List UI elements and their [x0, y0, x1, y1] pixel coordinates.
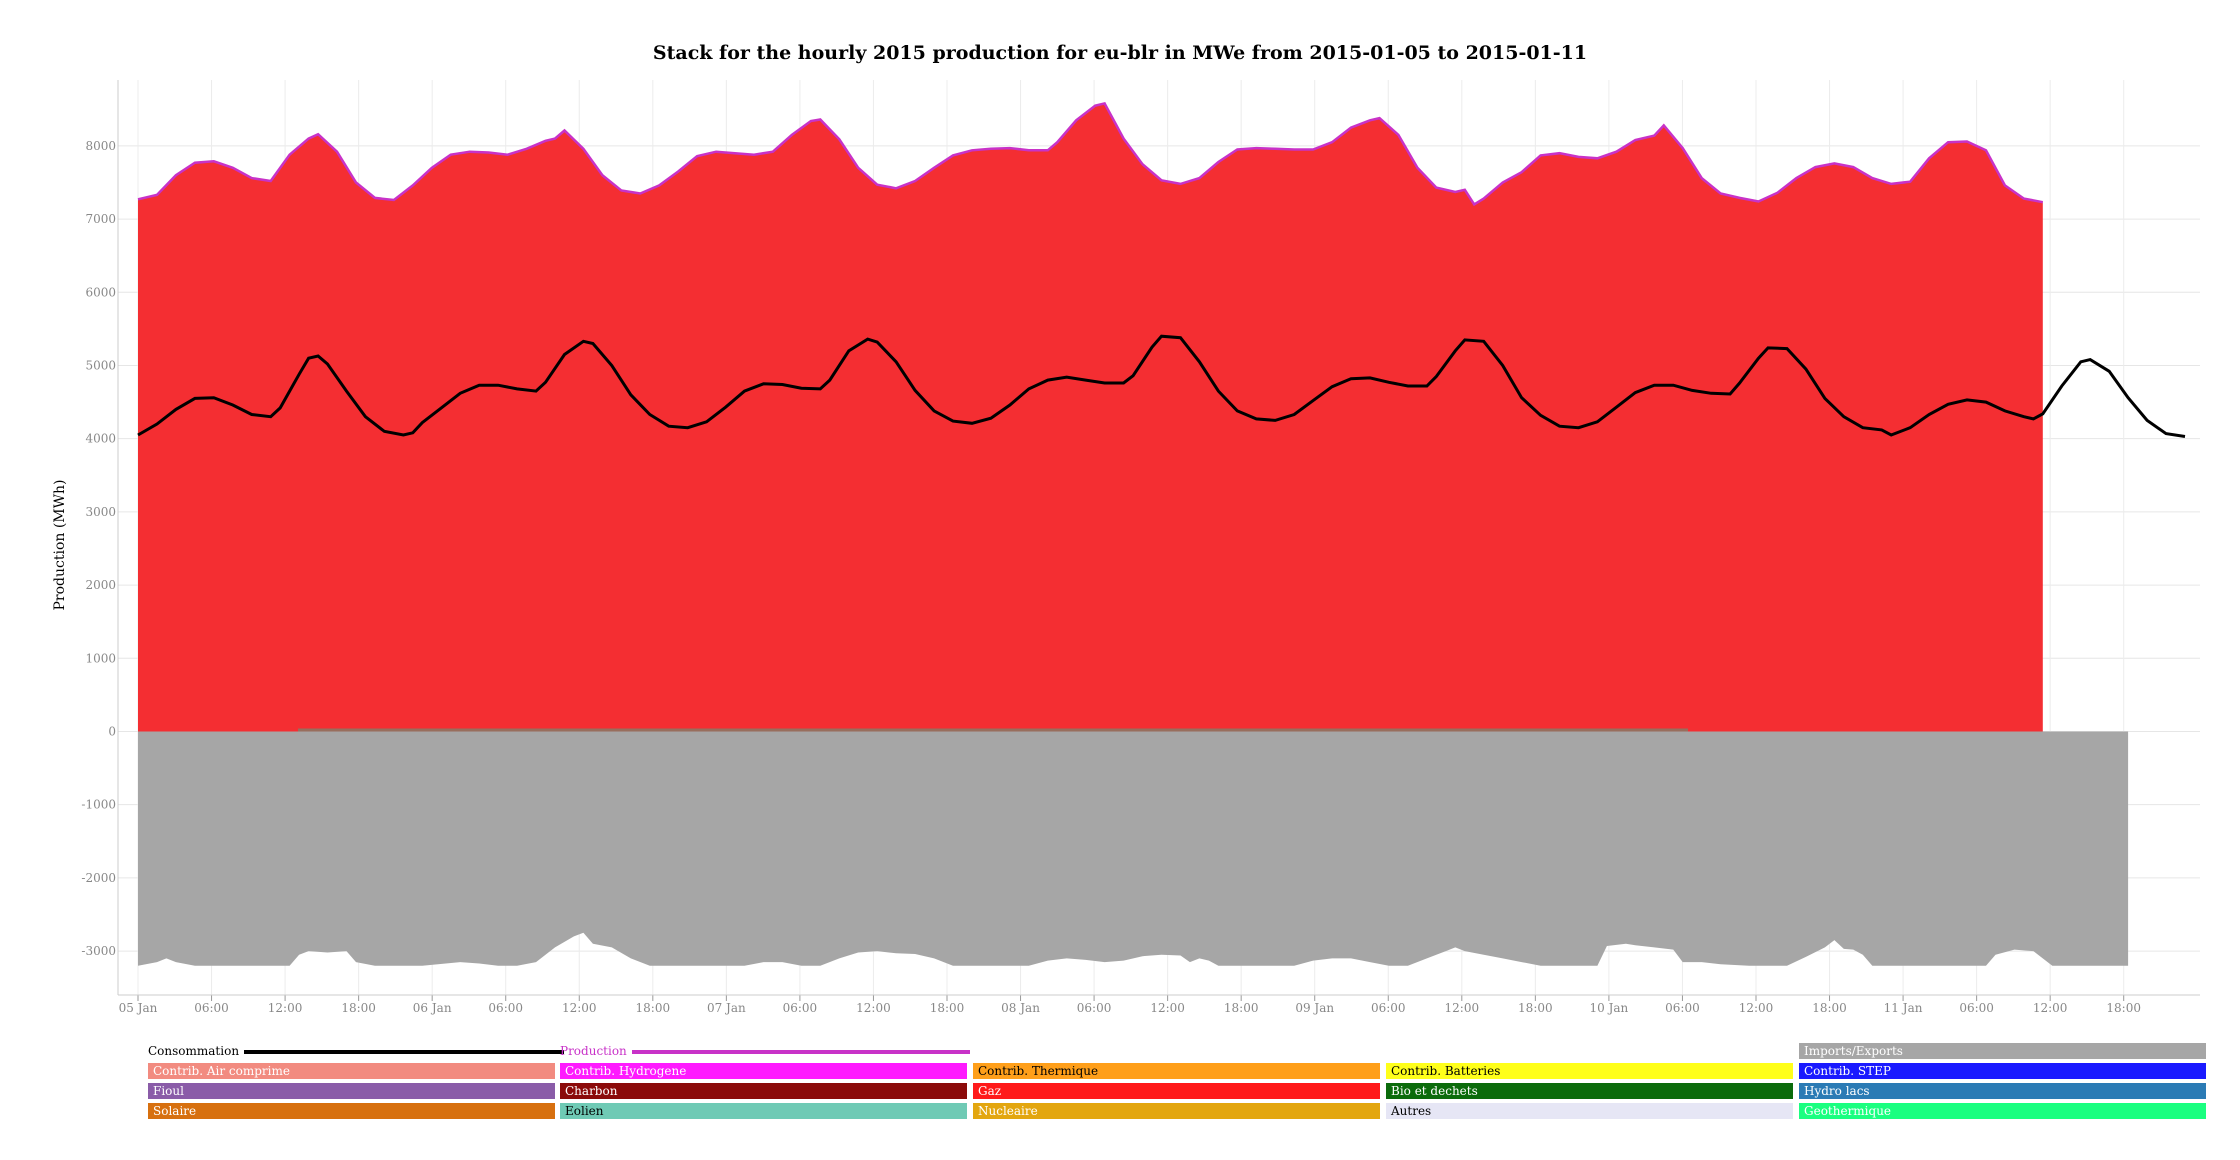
x-tick-label: 12:00	[1445, 1001, 1480, 1015]
x-tick-label: 06:00	[783, 1001, 818, 1015]
x-tick-label: 07 Jan	[707, 1001, 746, 1015]
x-tick-label: 18:00	[2106, 1001, 2141, 1015]
x-tick-label: 18:00	[341, 1001, 376, 1015]
legend-item-fioul[interactable]: Fioul	[148, 1083, 555, 1099]
legend-item-contrib-batteries[interactable]: Contrib. Batteries	[1386, 1063, 1793, 1079]
area-imports-exports	[138, 731, 2129, 966]
legend-item-contrib-air-comprime[interactable]: Contrib. Air comprime	[148, 1063, 555, 1079]
x-tick-label: 18:00	[636, 1001, 671, 1015]
chart-title: Stack for the hourly 2015 production for…	[652, 42, 1588, 64]
y-tick-label: 2000	[85, 578, 116, 592]
x-tick-label: 12:00	[1739, 1001, 1774, 1015]
legend-item-contrib-step[interactable]: Contrib. STEP	[1799, 1063, 2206, 1079]
legend-item-bio-et-dechets[interactable]: Bio et dechets	[1386, 1083, 1793, 1099]
legend-item-nucleaire[interactable]: Nucleaire	[973, 1103, 1380, 1119]
y-tick-label: -1000	[81, 798, 116, 812]
y-tick-label: 8000	[85, 139, 116, 153]
x-tick-label: 10 Jan	[1590, 1001, 1629, 1015]
minor-contributions-strip	[298, 728, 1688, 732]
x-tick-label: 08 Jan	[1001, 1001, 1040, 1015]
x-tick-label: 12:00	[562, 1001, 597, 1015]
legend-item-eolien[interactable]: Eolien	[560, 1103, 967, 1119]
line-consommation	[137, 334, 2186, 438]
x-tick-label: 18:00	[1812, 1001, 1847, 1015]
legend-label: Consommation	[148, 1044, 240, 1058]
y-tick-label: 5000	[85, 358, 116, 372]
line-series	[137, 101, 2186, 438]
axes: -3000 -2000 -1000 0 1000 2000 3000 4000 5000 6000…	[81, 80, 2200, 1015]
x-tick-label: 06:00	[1077, 1001, 1112, 1015]
y-tick-label: 4000	[85, 432, 116, 446]
x-tick-label: 12:00	[1150, 1001, 1185, 1015]
legend-item-contrib-hydrogene[interactable]: Contrib. Hydrogene	[560, 1063, 967, 1079]
x-tick-label: 11 Jan	[1884, 1001, 1923, 1015]
x-tick-label: 06 Jan	[413, 1001, 452, 1015]
line-production	[137, 101, 2044, 207]
x-tick-label: 05 Jan	[119, 1001, 158, 1015]
x-tick-label: 12:00	[856, 1001, 891, 1015]
legend-line-production[interactable]: Production	[560, 1044, 970, 1058]
y-tick-label: 7000	[85, 212, 116, 226]
x-tick-label: 06:00	[1959, 1001, 1994, 1015]
legend-item-geothermique[interactable]: Geothermique	[1799, 1103, 2206, 1119]
y-tick-label: 6000	[85, 285, 116, 299]
legend-item-contrib-thermique[interactable]: Contrib. Thermique	[973, 1063, 1380, 1079]
y-tick-label: -3000	[81, 944, 116, 958]
y-axis-label: Production (MWh)	[52, 479, 68, 610]
legend-item-imports-exports[interactable]: Imports/Exports	[1799, 1043, 2206, 1059]
area-gaz	[138, 103, 2043, 732]
x-tick-label: 18:00	[930, 1001, 965, 1015]
legend-item-solaire[interactable]: Solaire	[148, 1103, 555, 1119]
x-tick-label: 18:00	[1518, 1001, 1553, 1015]
x-tick-label: 06:00	[1665, 1001, 1700, 1015]
legend-line-consommation[interactable]: Consommation	[148, 1044, 565, 1058]
y-tick-label: 0	[108, 724, 116, 738]
x-tick-label: 18:00	[1224, 1001, 1259, 1015]
x-tick-label: 09 Jan	[1295, 1001, 1334, 1015]
legend-swatch	[244, 1049, 565, 1054]
x-tick-label: 12:00	[2033, 1001, 2068, 1015]
area-series	[138, 103, 2129, 966]
legend-item-hydro-lacs[interactable]: Hydro lacs	[1799, 1083, 2206, 1099]
x-tick-label: 12:00	[268, 1001, 303, 1015]
legend-item-gaz[interactable]: Gaz	[973, 1083, 1380, 1099]
y-tick-label: 3000	[85, 505, 116, 519]
x-tick-label: 06:00	[194, 1001, 229, 1015]
legend-item-autres[interactable]: Autres	[1386, 1103, 1793, 1119]
x-tick-label: 06:00	[1371, 1001, 1406, 1015]
legend-swatch	[631, 1049, 970, 1054]
y-tick-label: -2000	[81, 871, 116, 885]
legend-label: Production	[560, 1044, 627, 1058]
y-tick-label: 1000	[85, 651, 116, 665]
legend-item-charbon[interactable]: Charbon	[560, 1083, 967, 1099]
x-tick-label: 06:00	[488, 1001, 523, 1015]
